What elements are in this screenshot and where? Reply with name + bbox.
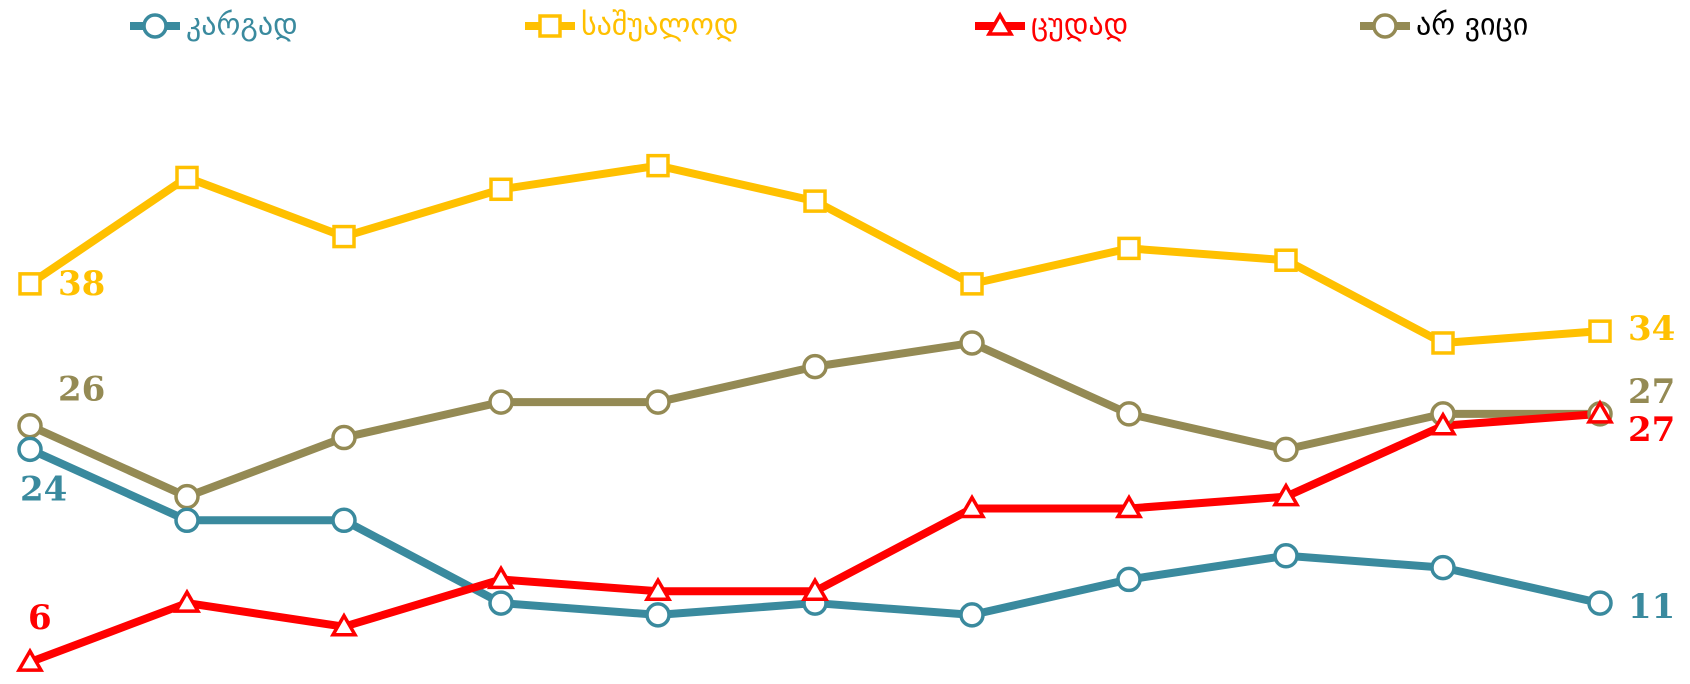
data-label: 38 [58, 264, 105, 304]
marker [645, 389, 671, 415]
legend-label: ცუდად [1031, 8, 1128, 43]
legend-label: საშუალოდ [581, 8, 738, 43]
marker [1273, 543, 1299, 569]
data-label: 27 [1628, 410, 1675, 450]
marker [1430, 554, 1456, 581]
marker [643, 576, 673, 601]
marker [174, 483, 200, 510]
marker [15, 647, 45, 672]
marker [1114, 493, 1144, 519]
series-line [28, 409, 1601, 666]
marker [803, 189, 827, 213]
marker [959, 330, 985, 356]
marker [175, 165, 199, 190]
marker [174, 507, 200, 534]
marker [332, 224, 356, 249]
data-label: 34 [1628, 309, 1675, 349]
marker [329, 612, 359, 637]
marker [800, 576, 830, 601]
marker [1587, 590, 1613, 616]
marker [1116, 566, 1142, 593]
marker [985, 11, 1015, 36]
marker [646, 153, 670, 178]
marker [489, 177, 513, 202]
marker [802, 353, 828, 380]
marker [18, 272, 42, 296]
marker [486, 564, 516, 590]
marker [142, 13, 168, 39]
marker [1588, 319, 1612, 343]
data-label: 24 [20, 469, 67, 509]
marker [957, 493, 987, 519]
marker [1431, 331, 1455, 355]
legend-label: კარგად [186, 8, 298, 43]
legend-label: არ ვიცი [1416, 8, 1528, 43]
marker [1428, 411, 1458, 436]
marker [1372, 13, 1398, 39]
marker [172, 588, 202, 613]
marker [959, 602, 985, 628]
marker [17, 412, 43, 439]
marker [1273, 436, 1299, 463]
marker [331, 424, 357, 451]
marker [538, 14, 562, 38]
marker [645, 602, 671, 628]
marker [488, 590, 514, 616]
marker [488, 389, 514, 415]
marker [1117, 236, 1141, 261]
marker [17, 436, 43, 463]
data-label: 6 [28, 598, 52, 638]
data-label: 27 [1628, 372, 1675, 412]
marker [960, 272, 984, 296]
marker [331, 507, 357, 534]
marker [1585, 399, 1615, 424]
marker [1274, 248, 1298, 272]
marker [1271, 482, 1301, 507]
marker [1116, 401, 1142, 427]
data-label: 26 [58, 370, 105, 410]
data-label: 11 [1628, 587, 1675, 627]
